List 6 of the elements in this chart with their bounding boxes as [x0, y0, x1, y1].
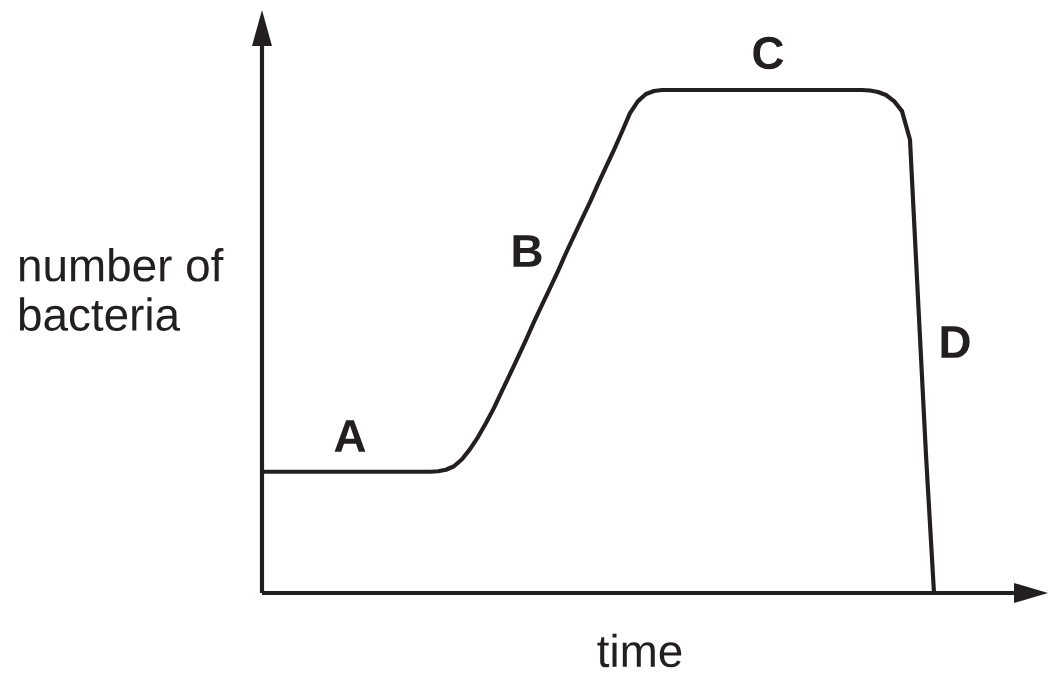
annotation: A — [334, 420, 366, 452]
text: C — [753, 36, 784, 70]
x-axis-title: time — [597, 633, 682, 668]
text: D — [941, 326, 970, 358]
y-axis-title: number of bacteria — [19, 247, 224, 331]
annotation: B — [513, 235, 542, 267]
